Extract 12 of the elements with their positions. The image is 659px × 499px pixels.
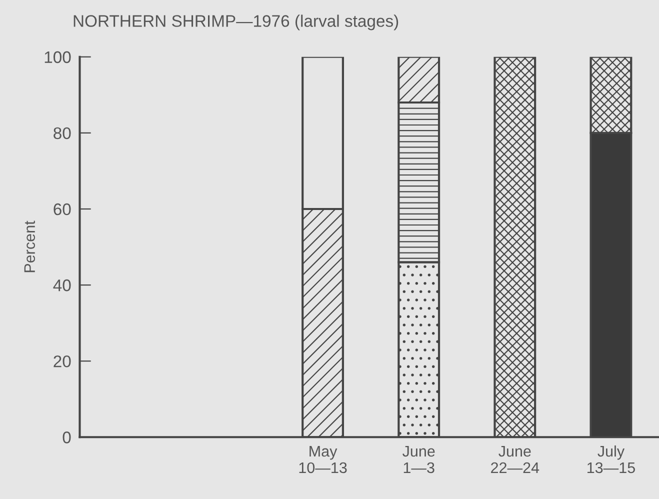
x-tick-label: June 22—24 (491, 446, 540, 473)
y-tick-label: 0 (62, 432, 71, 444)
chart-title: NORTHERN SHRIMP—1976 (larval stages) (74, 14, 398, 30)
x-tick-label: July 13—15 (588, 445, 635, 474)
y-axis-title: Percent (24, 220, 36, 272)
x-tick-label: May 10—13 (299, 446, 347, 474)
y-tick-label: 20 (54, 355, 71, 368)
y-tick-label: 100 (44, 51, 71, 64)
y-tick-label: 60 (54, 203, 71, 216)
x-tick-label: June 1—3 (402, 446, 435, 474)
y-tick-label: 40 (53, 279, 71, 292)
y-tick-label: 80 (54, 127, 71, 140)
